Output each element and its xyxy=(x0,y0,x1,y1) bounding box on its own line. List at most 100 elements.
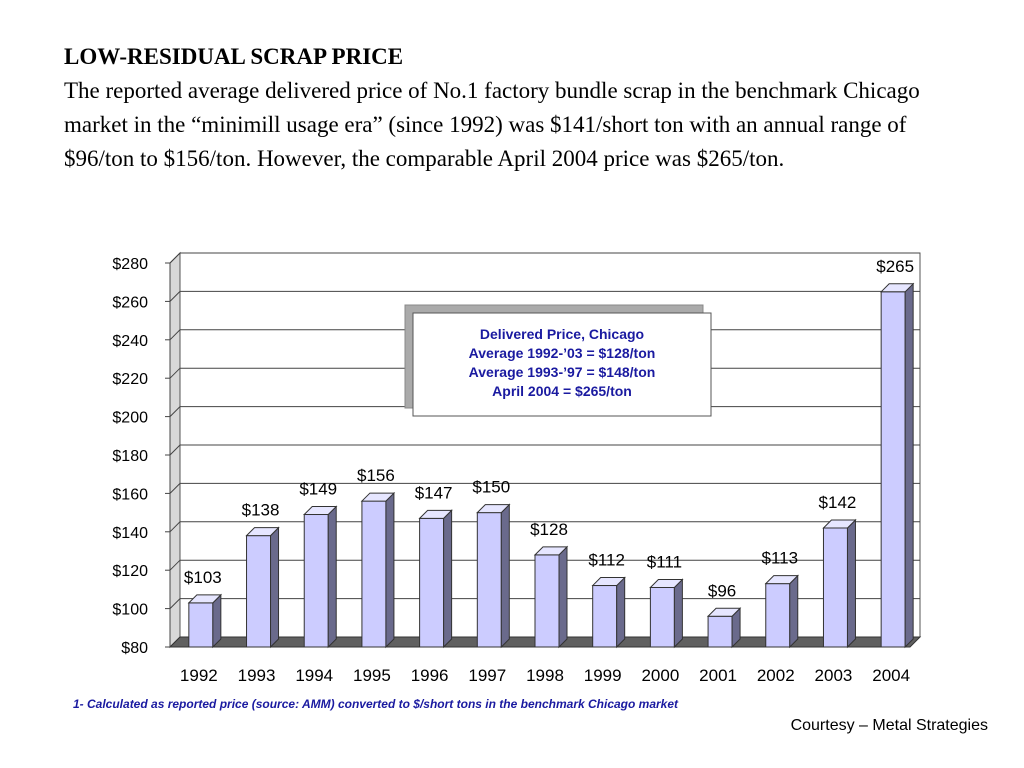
annotation-line: Average 1993-’97 = $148/ton xyxy=(469,364,656,380)
data-label-2003: $142 xyxy=(819,493,857,512)
bar-top xyxy=(533,546,569,556)
bar-2001 xyxy=(706,607,742,649)
bar-front xyxy=(880,291,906,648)
y-tick-label: $200 xyxy=(112,410,148,427)
gridline xyxy=(169,521,920,533)
bar-1999 xyxy=(591,576,626,649)
gridline xyxy=(169,559,920,571)
bar-1994 xyxy=(303,505,338,649)
chart-data-labels: $103 $138 $149 $156 $147 $150 $128 $112 $111 $96 $… xyxy=(184,257,914,600)
gridline xyxy=(169,252,920,264)
y-tick-label: $160 xyxy=(112,486,148,503)
bar-side xyxy=(500,503,510,649)
x-tick-label-2004: 2004 xyxy=(872,666,910,685)
bar-top xyxy=(706,607,742,617)
bar-side xyxy=(789,574,799,649)
x-tick-label-1995: 1995 xyxy=(353,666,391,685)
x-tick-label-1997: 1997 xyxy=(468,666,506,685)
footnote: 1- Calculated as reported price (source:… xyxy=(73,697,679,711)
annotation-panel xyxy=(412,312,712,417)
slide-body-text: The reported average delivered price of … xyxy=(64,78,920,171)
annotation-line: Average 1992-’03 = $128/ton xyxy=(469,345,656,361)
bar-side xyxy=(385,491,395,649)
x-axis-ticks: 1992 1993 1994 1995 1996 1997 1998 1999 2000 2001… xyxy=(180,666,910,685)
bar-1998 xyxy=(533,545,569,649)
bar-top xyxy=(187,594,223,604)
y-tick-label: $280 xyxy=(112,256,148,273)
y-tick-label: $220 xyxy=(112,371,148,388)
data-label-1997: $150 xyxy=(472,478,510,497)
bar-front xyxy=(592,585,618,648)
bar-top xyxy=(360,492,396,502)
bar-1993 xyxy=(245,526,280,649)
bar-front xyxy=(649,586,675,648)
bar-side xyxy=(846,518,856,649)
bar-top xyxy=(418,509,453,519)
bar-2002 xyxy=(764,574,799,649)
gridline xyxy=(169,444,920,456)
bar-front xyxy=(534,554,560,648)
bar-front xyxy=(765,583,791,648)
x-tick-label-1994: 1994 xyxy=(295,666,333,685)
data-label-1995: $156 xyxy=(357,466,395,485)
x-tick-label-2000: 2000 xyxy=(641,666,679,685)
title-block: LOW-RESIDUAL SCRAP PRICE The reported av… xyxy=(64,40,964,176)
gridline xyxy=(169,290,920,302)
y-tick-label: $180 xyxy=(112,448,148,465)
bar-front xyxy=(361,500,387,648)
y-tick-label: $80 xyxy=(121,640,148,657)
bar-2000 xyxy=(649,578,684,649)
data-label-1998: $128 xyxy=(530,520,568,539)
gridline xyxy=(169,482,920,494)
x-tick-label-1993: 1993 xyxy=(238,666,276,685)
x-tick-label-1999: 1999 xyxy=(584,666,622,685)
data-label-1992: $103 xyxy=(184,568,222,587)
annotation-line: Delivered Price, Chicago xyxy=(480,326,644,342)
bar-1997 xyxy=(476,503,511,649)
bar-front xyxy=(188,602,214,648)
courtesy-credit: Courtesy – Metal Strategies xyxy=(790,717,988,734)
bar-top xyxy=(822,519,857,529)
annotation-box: Delivered Price, Chicago Average 1992-’03… xyxy=(404,304,712,417)
bar-front xyxy=(476,512,502,648)
y-axis-ticks: $80 $100 $120 $140 $160 $180 $200 $220 $240 $260 $… xyxy=(112,256,171,657)
data-label-2000: $111 xyxy=(647,552,682,571)
bar-top xyxy=(245,527,280,537)
bar-side xyxy=(904,282,914,649)
bar-top xyxy=(591,577,626,587)
data-label-1999: $112 xyxy=(588,551,625,570)
x-tick-label-1998: 1998 xyxy=(526,666,564,685)
bar-side xyxy=(270,526,280,649)
bar-side xyxy=(558,545,568,649)
bar-1995 xyxy=(360,491,396,649)
data-label-1994: $149 xyxy=(299,480,337,499)
bar-front xyxy=(303,514,329,648)
bar-2003 xyxy=(822,518,857,649)
bar-side xyxy=(443,509,453,649)
y-tick-label: $140 xyxy=(112,525,148,542)
data-label-2004: $265 xyxy=(876,257,914,276)
x-tick-label-2003: 2003 xyxy=(815,666,853,685)
x-tick-label-2001: 2001 xyxy=(699,666,737,685)
data-label-1996: $147 xyxy=(415,483,453,502)
x-tick-label-2002: 2002 xyxy=(757,666,795,685)
x-tick-label-1996: 1996 xyxy=(411,666,449,685)
bar-1992 xyxy=(187,593,223,649)
bar-side xyxy=(616,576,626,649)
y-tick-label: $260 xyxy=(112,294,148,311)
annotation-line: April 2004 = $265/ton xyxy=(492,383,632,399)
y-tick-label: $240 xyxy=(112,333,148,350)
bar-1996 xyxy=(418,509,453,649)
bar-side xyxy=(327,505,337,649)
y-tick-label: $100 xyxy=(112,602,148,619)
bar-front xyxy=(419,517,445,648)
bar-top xyxy=(476,504,511,514)
chart-bars xyxy=(187,282,915,649)
x-tick-label-1992: 1992 xyxy=(180,666,218,685)
bar-top xyxy=(764,575,799,585)
data-label-1993: $138 xyxy=(242,501,280,520)
slide-heading: LOW-RESIDUAL SCRAP PRICE xyxy=(64,44,404,69)
data-label-2001: $96 xyxy=(708,581,736,600)
bar-top xyxy=(649,578,684,588)
